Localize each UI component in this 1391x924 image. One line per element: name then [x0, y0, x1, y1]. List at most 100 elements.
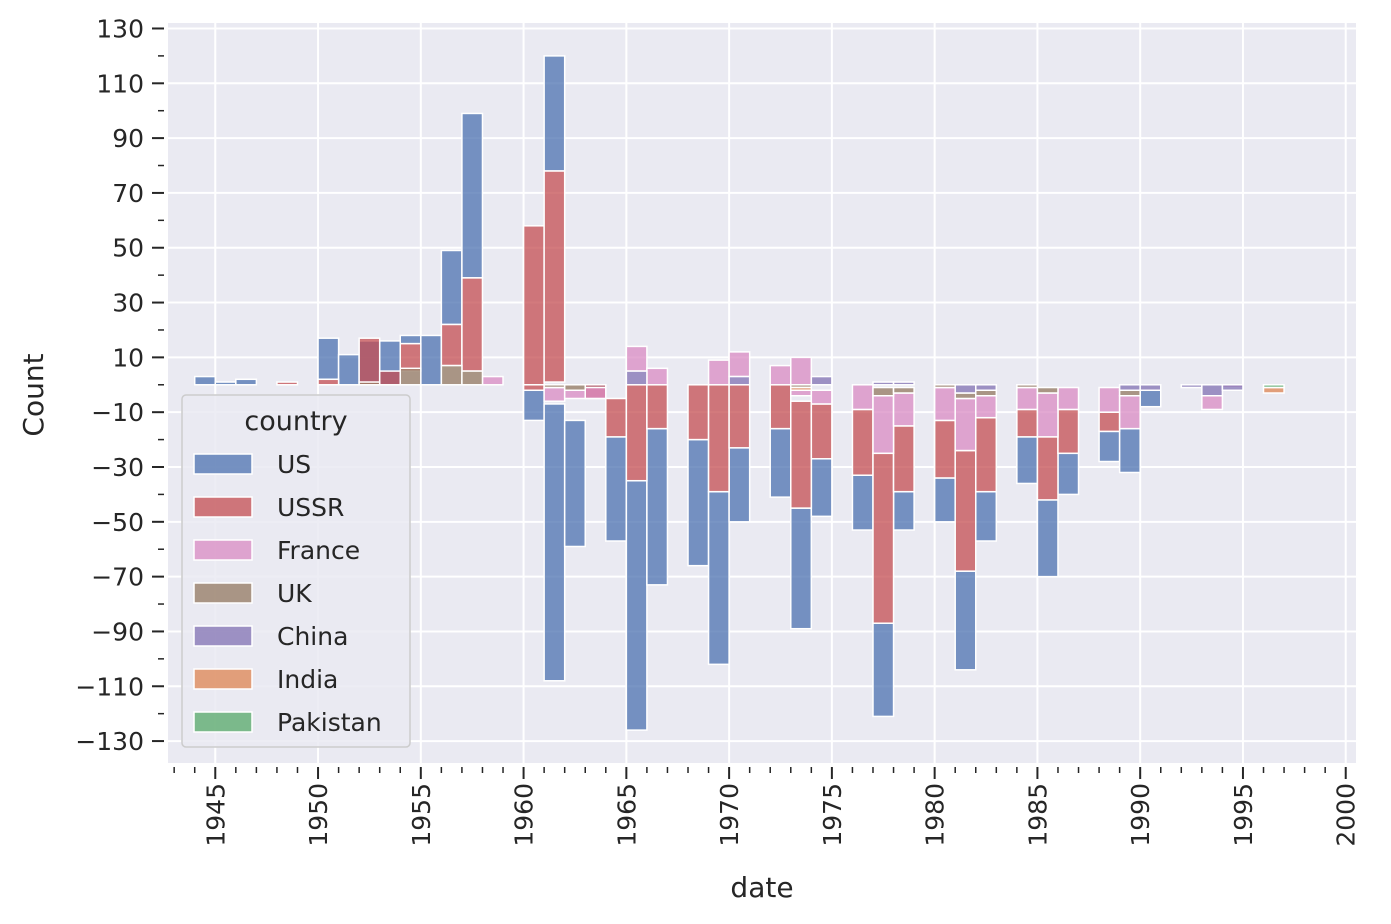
x-tick-label: 1960 [510, 783, 539, 847]
bar-france [790, 389, 813, 397]
bar-us [543, 403, 566, 682]
bar-china [1180, 384, 1203, 389]
bar-india [790, 386, 813, 392]
bar-uk [892, 386, 915, 394]
bar-france [892, 392, 915, 427]
y-tick-label: −130 [75, 727, 144, 756]
legend-box [181, 394, 411, 748]
bar-us [1118, 427, 1141, 474]
bar-ussr [687, 384, 710, 441]
bar-ussr [317, 378, 340, 386]
bar-uk [543, 384, 566, 389]
bar-us [872, 622, 895, 718]
bar-us [975, 490, 998, 542]
x-tick-label: 1945 [201, 783, 230, 847]
bar-ussr [954, 449, 977, 572]
bar-india [1262, 386, 1285, 394]
bar-china [954, 384, 977, 394]
legend: country US USSR France UK China India Pakistan [181, 394, 411, 748]
bar-us [605, 436, 628, 542]
bar-us [1036, 499, 1059, 578]
y-tick-label: −70 [91, 563, 144, 592]
x-tick-label: 1970 [715, 783, 744, 847]
bar-uk [1016, 384, 1039, 389]
x-tick-label: 2000 [1332, 783, 1361, 847]
legend-swatch-uk [193, 582, 253, 604]
legend-swatch-ussr [193, 496, 253, 518]
bar-us [317, 337, 340, 381]
bar-china [892, 381, 915, 386]
bar-us [214, 381, 237, 386]
bar-china [728, 375, 751, 386]
bar-ussr [707, 384, 730, 493]
bar-us [440, 249, 463, 326]
bar-uk [933, 384, 956, 389]
bar-us [522, 389, 545, 422]
bar-france [1057, 386, 1080, 411]
bar-france [790, 356, 813, 386]
tick-labels: 130 110 90 70 50 30 10 −10 −30 −50 −70 −90 −110 −130 1… [75, 14, 1360, 846]
bar-uk [1036, 386, 1059, 394]
y-tick-label: 110 [96, 69, 144, 98]
legend-label-china: China [277, 622, 348, 651]
y-tick-label: 50 [112, 234, 144, 263]
legend-swatch-india [193, 668, 253, 690]
bar-china [1139, 384, 1162, 392]
bar-france [625, 345, 648, 372]
bar-us [1016, 436, 1039, 485]
bar-us [1098, 430, 1121, 463]
x-axis-title: date [730, 871, 793, 904]
bar-france [1036, 392, 1059, 438]
y-tick-label: 130 [96, 14, 144, 43]
bar-ussr [276, 381, 299, 386]
bar-france [728, 351, 751, 378]
bar-france [769, 364, 792, 386]
bar-china [975, 384, 998, 392]
x-tick-label: 1950 [304, 783, 333, 847]
bar-ussr [522, 225, 545, 386]
bar-us [954, 570, 977, 671]
x-tick-label: 1955 [407, 783, 436, 847]
bar-france [646, 367, 669, 386]
bar-us [687, 438, 710, 567]
bar-ussr [440, 323, 463, 367]
y-tick-label: 70 [112, 179, 144, 208]
bar-us [193, 375, 217, 386]
bar-ussr [378, 370, 402, 386]
bar-us [707, 490, 730, 666]
bar-us [933, 477, 956, 523]
bar-ussr [543, 170, 566, 383]
bar-uk [461, 370, 484, 386]
ticks [152, 27, 1347, 779]
legend-label-india: India [277, 665, 338, 694]
legend-swatch-pakistan [193, 711, 253, 733]
bar-us [337, 353, 360, 386]
bar-us [1139, 389, 1162, 408]
bar-uk [1118, 389, 1141, 397]
bar-france [543, 386, 566, 402]
y-tick-label: −10 [91, 398, 144, 427]
bar-ussr [358, 337, 381, 386]
x-tick-label: 1985 [1023, 783, 1052, 847]
bar-china [625, 370, 648, 386]
bar-ussr [872, 452, 895, 624]
bar-france [707, 359, 730, 386]
bar-france [1098, 386, 1121, 413]
bar-uk [954, 392, 977, 400]
bar-france [933, 386, 956, 422]
bar-ussr [769, 384, 792, 430]
bar-uk [872, 386, 895, 397]
bar-us [810, 458, 833, 518]
bar-france [1201, 394, 1224, 411]
y-tick-label: −50 [91, 508, 144, 537]
bar-uk [358, 381, 381, 386]
bar-france [851, 384, 874, 411]
y-tick-label: 10 [112, 343, 144, 372]
x-tick-label: 1965 [612, 783, 641, 847]
legend-swatch-france [193, 539, 253, 561]
legend-title: country [244, 406, 347, 437]
x-tick-label: 1980 [921, 783, 950, 847]
bar-ussr [646, 384, 669, 430]
bar-us [892, 490, 915, 531]
bar-france [584, 386, 607, 400]
